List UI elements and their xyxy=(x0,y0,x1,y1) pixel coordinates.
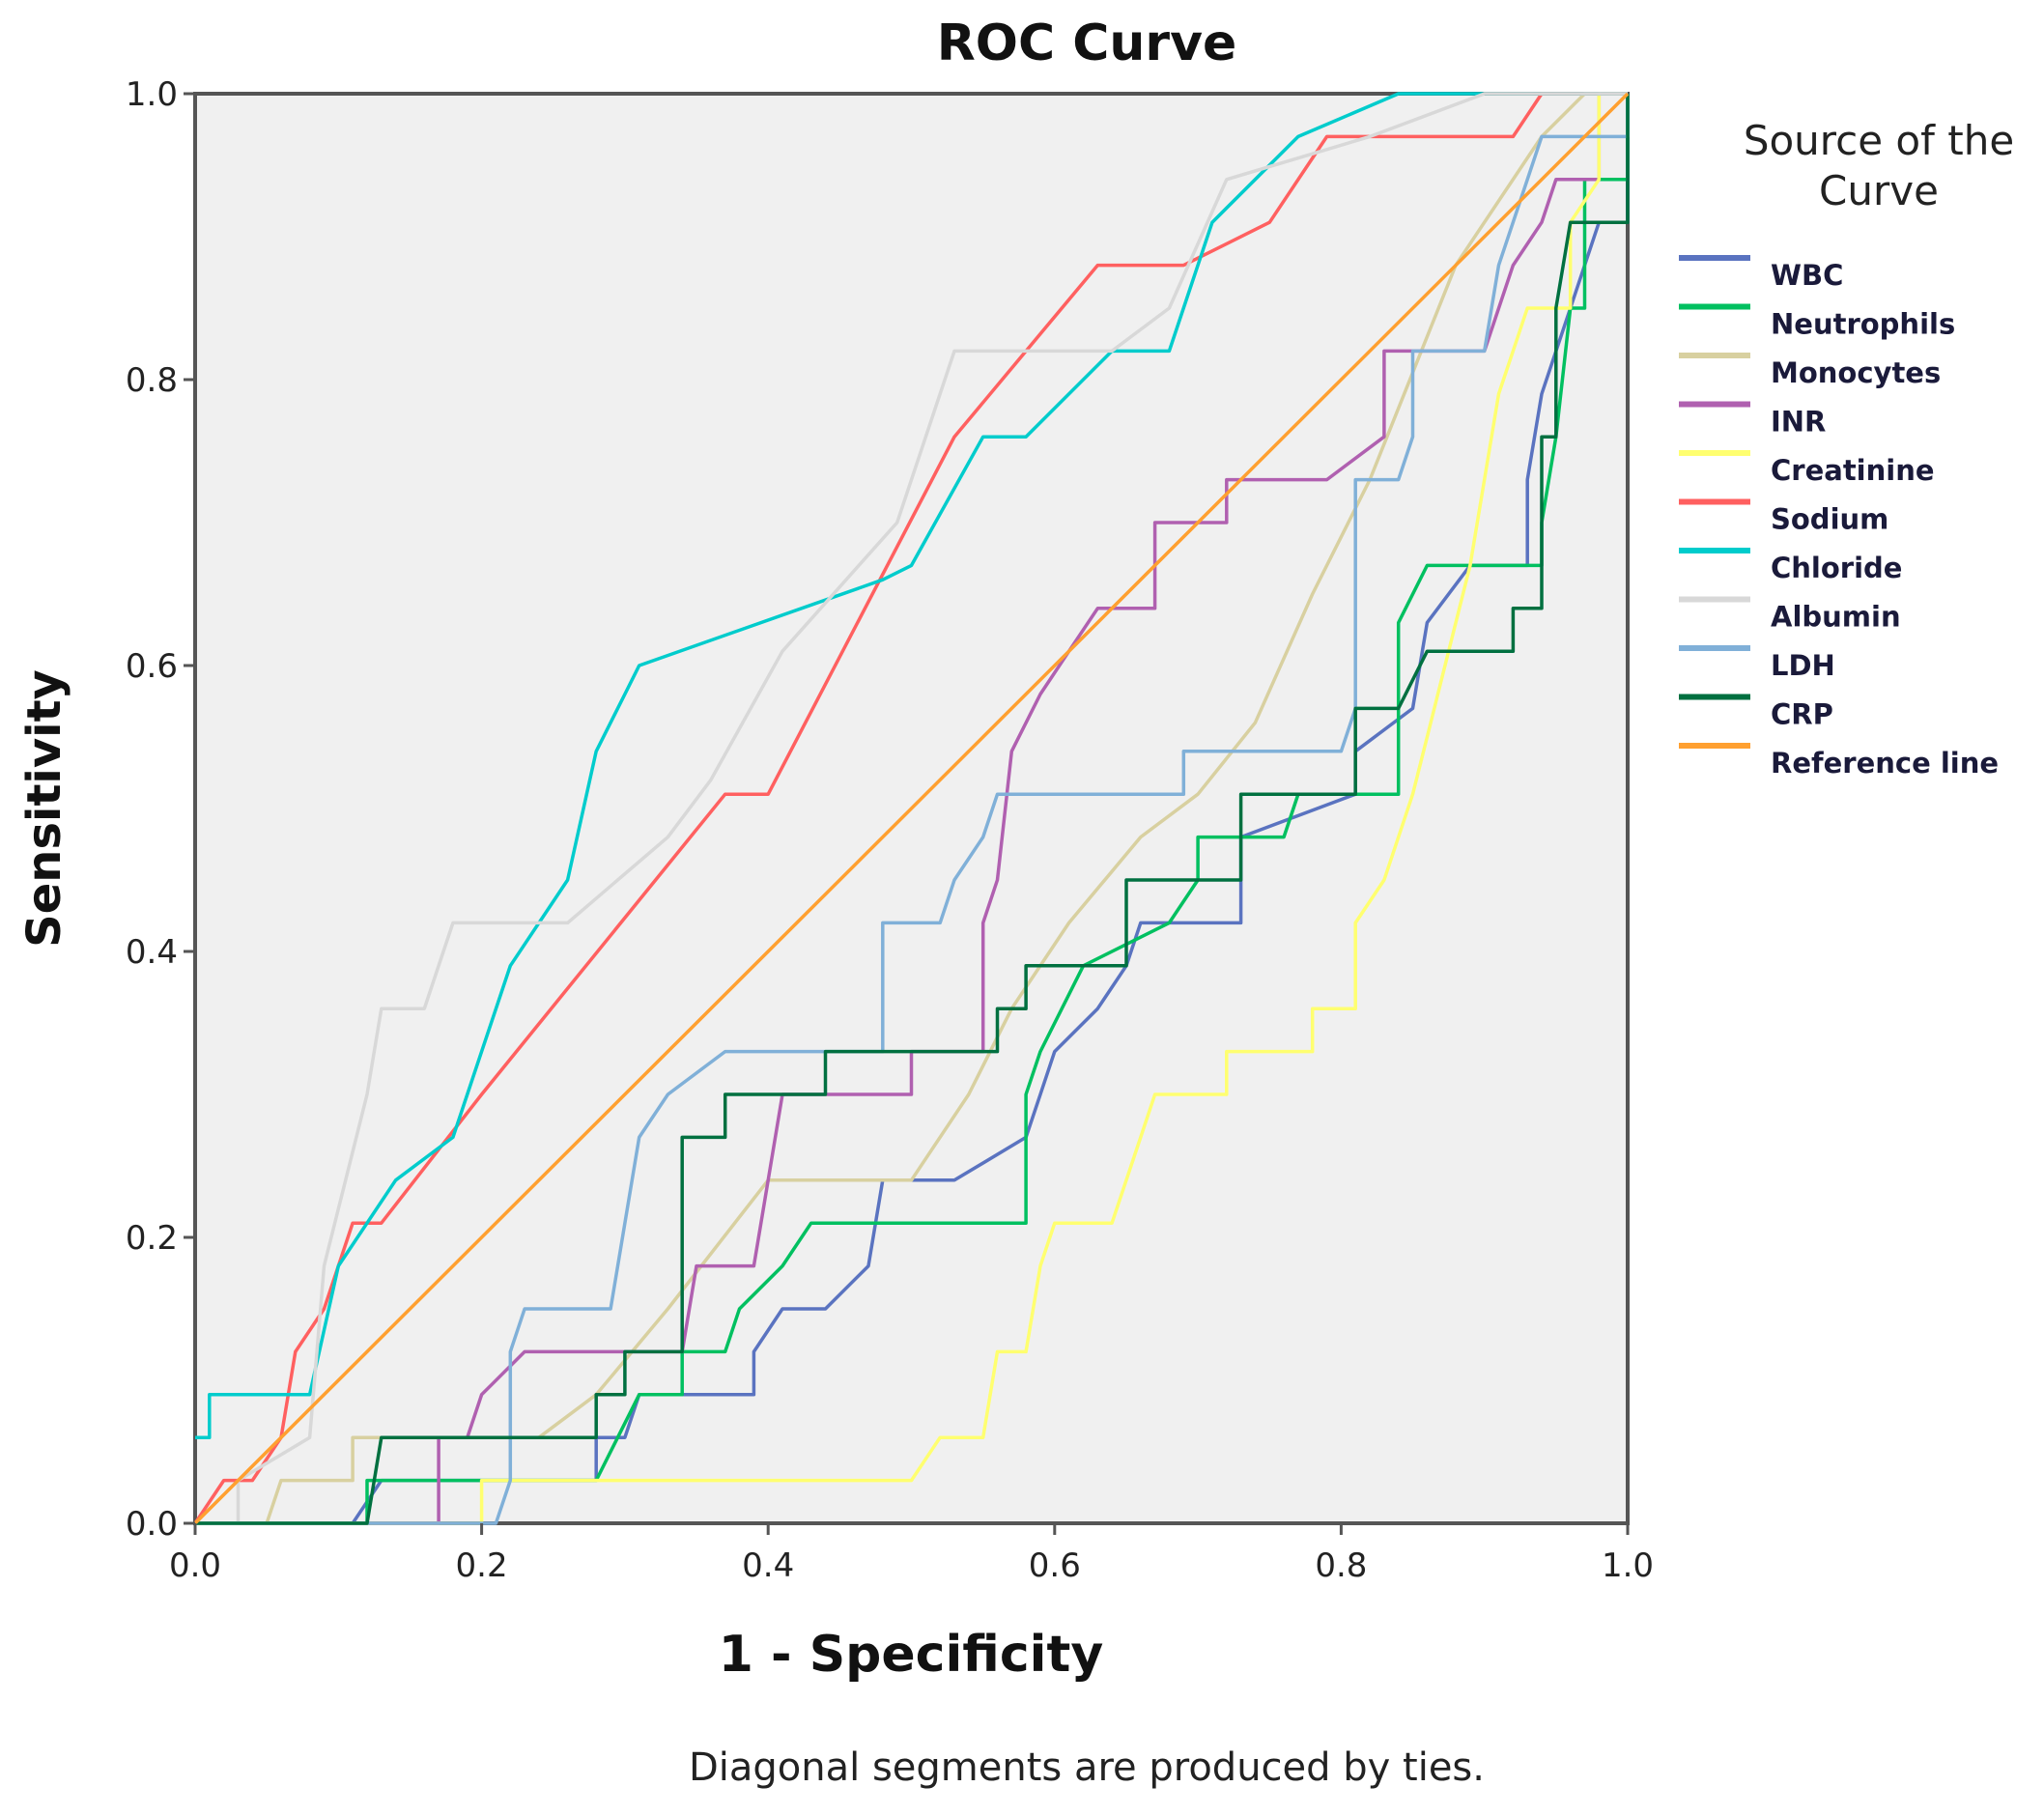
y-tick-label: 0.4 xyxy=(126,933,178,972)
x-tick-label: 0.6 xyxy=(1029,1546,1081,1585)
legend-label-albumin: Albumin xyxy=(1771,601,1901,634)
curve-creatinine xyxy=(195,92,1628,1525)
y-tick-label: 0.0 xyxy=(126,1505,178,1544)
legend-label-neutrophils: Neutrophils xyxy=(1771,308,1955,341)
y-axis-ticks: 0.0 0.2 0.4 0.6 0.8 1.0 xyxy=(126,75,195,1544)
legend-label-chloride: Chloride xyxy=(1771,552,1902,584)
x-axis-ticks: 0.0 0.2 0.4 0.6 0.8 1.0 xyxy=(169,1523,1654,1585)
x-tick-label: 1.0 xyxy=(1602,1546,1654,1585)
legend-label-wbc: WBC xyxy=(1771,259,1843,292)
footnote: Diagonal segments are produced by ties. xyxy=(689,1745,1485,1790)
y-tick-label: 0.6 xyxy=(126,647,178,686)
legend-title-line1: Source of the xyxy=(1744,117,2014,164)
chart-title: ROC Curve xyxy=(937,14,1237,72)
x-tick-label: 0.8 xyxy=(1315,1546,1367,1585)
legend-label-monocytes: Monocytes xyxy=(1771,356,1941,389)
curve-albumin xyxy=(195,92,1628,1525)
legend-title-line2: Curve xyxy=(1819,167,1939,214)
x-tick-label: 0.4 xyxy=(742,1546,794,1585)
legend-label-creatinine: Creatinine xyxy=(1771,454,1935,487)
curve-wbc xyxy=(195,94,1630,1525)
curve-inr xyxy=(195,92,1628,1525)
y-tick-label: 1.0 xyxy=(126,75,178,114)
legend-label-crp: CRP xyxy=(1771,698,1833,731)
curves xyxy=(193,92,1630,1525)
y-axis-label: Sensitivity xyxy=(17,669,71,948)
y-tick-label: 0.8 xyxy=(126,361,178,400)
legend-label-inr: INR xyxy=(1771,406,1826,439)
curve-chloride xyxy=(195,92,1628,1439)
legend-label-ldh: LDH xyxy=(1771,649,1835,682)
curve-ldh xyxy=(195,94,1630,1525)
x-tick-label: 0.0 xyxy=(169,1546,221,1585)
x-axis-label: 1 - Specificity xyxy=(719,1626,1104,1684)
curve-crp xyxy=(195,94,1630,1525)
curve-reference-line xyxy=(193,92,1630,1525)
legend-label-reference-line: Reference line xyxy=(1771,747,1999,780)
legend-label-sodium: Sodium xyxy=(1771,503,1888,536)
legend: WBC Neutrophils Monocytes INR Creatinine Sodi… xyxy=(1679,255,1999,780)
y-tick-label: 0.2 xyxy=(126,1219,178,1258)
x-tick-label: 0.2 xyxy=(456,1546,508,1585)
